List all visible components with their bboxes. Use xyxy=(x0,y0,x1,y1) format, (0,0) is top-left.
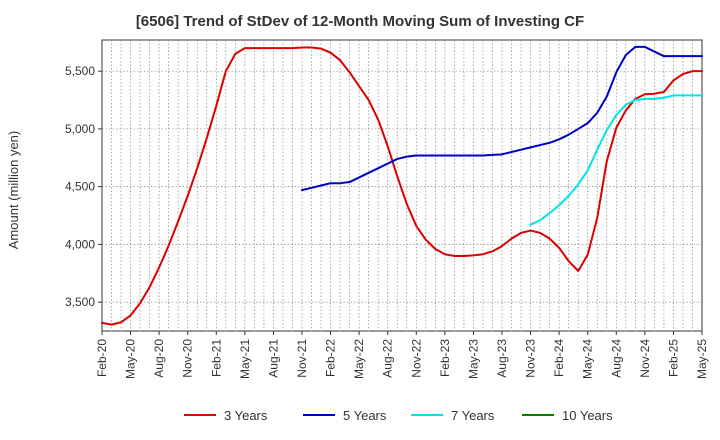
x-tick-label: Aug-23 xyxy=(495,339,509,378)
legend-label: 5 Years xyxy=(343,408,387,423)
x-tick-label: Aug-24 xyxy=(609,339,623,378)
x-tick-label: May-25 xyxy=(695,339,709,379)
legend-label: 7 Years xyxy=(451,408,495,423)
grid-lines xyxy=(102,40,702,331)
y-tick-label: 4,000 xyxy=(65,237,95,251)
x-tick-label: Nov-24 xyxy=(638,339,652,378)
y-tick-label: 4,500 xyxy=(65,180,95,194)
x-tick-label: Feb-25 xyxy=(666,339,680,377)
series-line-3-years xyxy=(101,46,703,326)
x-tick-label: May-22 xyxy=(352,339,366,379)
x-tick-label: Aug-20 xyxy=(152,339,166,378)
x-tick-label: May-24 xyxy=(581,339,595,379)
x-tick-label: Feb-24 xyxy=(552,339,566,377)
series-line-5-years xyxy=(301,45,703,192)
y-axis-label: Amount (million yen) xyxy=(6,131,21,250)
series-line-7-years xyxy=(529,94,703,226)
x-tick-label: May-20 xyxy=(124,339,138,379)
y-tick-label: 5,000 xyxy=(65,122,95,136)
x-tick-label: Aug-22 xyxy=(381,339,395,378)
chart-title: [6506] Trend of StDev of 12-Month Moving… xyxy=(136,13,584,30)
series-layer xyxy=(101,45,703,326)
x-tick-label: Feb-20 xyxy=(95,339,109,377)
y-tick-label: 5,500 xyxy=(65,64,95,78)
x-tick-label: Aug-21 xyxy=(266,339,280,378)
legend: 3 Years 5 Years 7 Years 10 Years xyxy=(184,408,613,423)
x-tick-label: Nov-23 xyxy=(524,339,538,378)
legend-label: 10 Years xyxy=(562,408,613,423)
x-tick-label: Feb-21 xyxy=(209,339,223,377)
x-tick-label: May-21 xyxy=(238,339,252,379)
legend-label: 3 Years xyxy=(224,408,268,423)
x-tick-labels: Feb-20 May-20 Aug-20 Nov-20 Feb-21 May-21 Aug-… xyxy=(95,331,709,379)
x-tick-label: Feb-22 xyxy=(324,339,338,377)
y-tick-labels: 3,500 4,000 4,500 5,000 5,500 xyxy=(65,64,102,309)
x-tick-label: Nov-21 xyxy=(295,339,309,378)
x-tick-label: May-23 xyxy=(466,339,480,379)
x-tick-label: Feb-23 xyxy=(438,339,452,377)
y-tick-label: 3,500 xyxy=(65,295,95,309)
x-tick-label: Nov-20 xyxy=(181,339,195,378)
x-tick-label: Nov-22 xyxy=(409,339,423,378)
